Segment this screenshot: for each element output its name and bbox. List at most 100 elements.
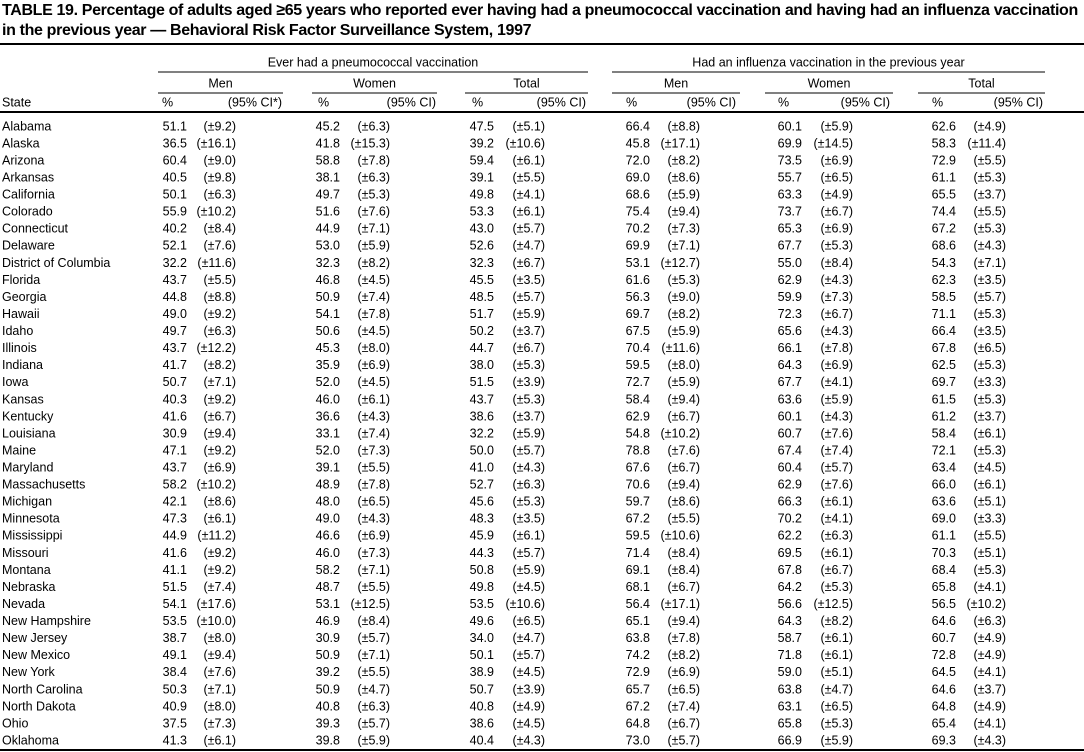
percent-cell: 60.7 [932, 631, 956, 645]
ci-cell: (±6.7) [512, 256, 545, 270]
ci-cell: (±4.7) [512, 239, 545, 253]
ci-cell: (±5.3) [973, 170, 1006, 184]
ci-cell: (±15.3) [350, 136, 390, 150]
ci-cell: (±7.3) [203, 716, 236, 730]
column-header: % [162, 95, 173, 109]
percent-cell: 61.1 [932, 170, 956, 184]
percent-cell: 50.2 [470, 324, 494, 338]
percent-cell: 65.6 [778, 324, 802, 338]
ci-cell: (±10.2) [196, 478, 236, 492]
ci-cell: (±3.7) [973, 188, 1006, 202]
percent-cell: 41.0 [470, 460, 494, 474]
ci-cell: (±3.7) [973, 682, 1006, 696]
percent-cell: 40.4 [470, 733, 494, 747]
state-cell: Connecticut [2, 222, 69, 236]
ci-cell: (±4.1) [820, 512, 853, 526]
percent-cell: 32.2 [163, 256, 187, 270]
ci-cell: (±12.7) [660, 256, 700, 270]
ci-cell: (±3.5) [973, 273, 1006, 287]
ci-cell: (±9.2) [203, 443, 236, 457]
ci-cell: (±9.4) [667, 205, 700, 219]
ci-cell: (±3.7) [973, 409, 1006, 423]
percent-cell: 63.6 [778, 392, 802, 406]
ci-cell: (±4.3) [820, 324, 853, 338]
percent-cell: 48.0 [316, 495, 340, 509]
percent-cell: 62.9 [778, 273, 802, 287]
ci-cell: (±17.6) [196, 597, 236, 611]
ci-cell: (±5.3) [973, 443, 1006, 457]
ci-cell: (±4.1) [973, 716, 1006, 730]
percent-cell: 55.7 [778, 170, 802, 184]
ci-cell: (±17.1) [660, 136, 700, 150]
ci-cell: (±4.3) [512, 460, 545, 474]
percent-cell: 52.7 [470, 478, 494, 492]
ci-cell: (±4.3) [357, 409, 390, 423]
percent-cell: 63.3 [778, 188, 802, 202]
percent-cell: 71.8 [778, 648, 802, 662]
ci-cell: (±6.3) [357, 699, 390, 713]
percent-cell: 59.5 [626, 358, 650, 372]
percent-cell: 66.4 [932, 324, 956, 338]
percent-cell: 43.7 [163, 273, 187, 287]
ci-cell: (±6.9) [820, 153, 853, 167]
ci-cell: (±4.9) [973, 699, 1006, 713]
percent-cell: 67.8 [932, 341, 956, 355]
ci-cell: (±5.5) [203, 273, 236, 287]
percent-cell: 54.3 [932, 256, 956, 270]
ci-cell: (±6.7) [512, 341, 545, 355]
ci-cell: (±6.3) [357, 119, 390, 133]
percent-cell: 40.3 [163, 392, 187, 406]
percent-cell: 72.0 [626, 153, 650, 167]
percent-cell: 58.2 [163, 478, 187, 492]
percent-cell: 70.6 [626, 478, 650, 492]
state-cell: Florida [2, 273, 40, 287]
percent-cell: 30.9 [163, 426, 187, 440]
ci-cell: (±6.7) [667, 580, 700, 594]
ci-cell: (±8.2) [203, 358, 236, 372]
percent-cell: 61.1 [932, 529, 956, 543]
percent-cell: 71.4 [626, 546, 650, 560]
ci-cell: (±6.9) [203, 460, 236, 474]
ci-cell: (±9.2) [203, 119, 236, 133]
percent-cell: 63.8 [626, 631, 650, 645]
percent-cell: 60.4 [778, 460, 802, 474]
ci-cell: (±5.3) [512, 495, 545, 509]
percent-cell: 32.3 [316, 256, 340, 270]
percent-cell: 58.5 [932, 290, 956, 304]
percent-cell: 67.6 [626, 460, 650, 474]
ci-cell: (±9.4) [667, 614, 700, 628]
ci-cell: (±5.5) [357, 460, 390, 474]
percent-cell: 67.2 [626, 512, 650, 526]
ci-cell: (±5.3) [820, 239, 853, 253]
ci-cell: (±6.1) [512, 529, 545, 543]
ci-cell: (±5.1) [973, 546, 1006, 560]
percent-cell: 69.0 [626, 170, 650, 184]
ci-cell: (±9.0) [203, 153, 236, 167]
percent-cell: 61.2 [932, 409, 956, 423]
percent-cell: 54.8 [626, 426, 650, 440]
percent-cell: 44.8 [163, 290, 187, 304]
ci-cell: (±5.3) [973, 358, 1006, 372]
percent-cell: 72.8 [932, 648, 956, 662]
ci-cell: (±4.3) [973, 733, 1006, 747]
ci-cell: (±6.7) [667, 460, 700, 474]
percent-cell: 37.5 [163, 716, 187, 730]
percent-cell: 70.4 [626, 341, 650, 355]
state-cell: Montana [2, 563, 51, 577]
column-header: State [2, 95, 31, 109]
percent-cell: 51.5 [470, 375, 494, 389]
percent-cell: 39.1 [470, 170, 494, 184]
ci-cell: (±11.2) [197, 529, 236, 543]
ci-cell: (±5.3) [820, 580, 853, 594]
percent-cell: 69.0 [932, 512, 956, 526]
ci-cell: (±5.7) [512, 443, 545, 457]
percent-cell: 39.3 [316, 716, 340, 730]
percent-cell: 46.9 [316, 614, 340, 628]
percent-cell: 44.7 [470, 341, 494, 355]
ci-cell: (±5.9) [357, 733, 390, 747]
ci-cell: (±4.5) [357, 273, 390, 287]
percent-cell: 60.4 [163, 153, 187, 167]
ci-cell: (±5.7) [512, 546, 545, 560]
ci-cell: (±7.4) [203, 580, 236, 594]
